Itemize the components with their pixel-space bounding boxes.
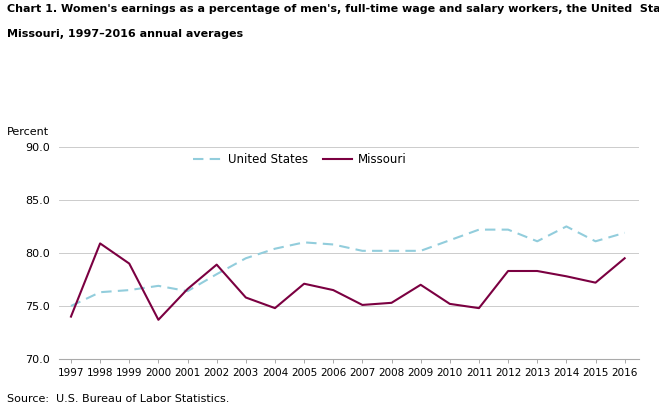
Text: Source:  U.S. Bureau of Labor Statistics.: Source: U.S. Bureau of Labor Statistics. (7, 394, 229, 404)
United States (213, 272, 221, 277)
United States (446, 238, 454, 243)
United States (242, 256, 250, 261)
United States (387, 248, 395, 253)
United States (67, 304, 75, 308)
Text: Missouri, 1997–2016 annual averages: Missouri, 1997–2016 annual averages (7, 29, 243, 39)
United States (562, 224, 570, 229)
Line: United States: United States (71, 226, 625, 306)
Missouri (592, 280, 600, 285)
Missouri (271, 306, 279, 310)
United States (330, 242, 337, 247)
Missouri (154, 317, 162, 322)
Missouri (533, 268, 541, 273)
United States (358, 248, 366, 253)
Missouri (446, 302, 454, 306)
United States (475, 227, 483, 232)
Missouri (213, 262, 221, 267)
United States (271, 246, 279, 251)
Missouri (67, 314, 75, 319)
United States (184, 289, 192, 294)
Missouri (330, 288, 337, 293)
Missouri (358, 302, 366, 307)
United States (300, 240, 308, 245)
Missouri (184, 286, 192, 291)
Legend: United States, Missouri: United States, Missouri (193, 153, 407, 166)
United States (533, 239, 541, 244)
Missouri (475, 306, 483, 310)
Missouri (242, 295, 250, 300)
United States (504, 227, 512, 232)
Missouri (387, 300, 395, 305)
United States (621, 231, 629, 235)
United States (592, 239, 600, 244)
United States (154, 284, 162, 288)
United States (125, 288, 133, 293)
Missouri (621, 256, 629, 261)
Text: Chart 1. Women's earnings as a percentage of men's, full-time wage and salary wo: Chart 1. Women's earnings as a percentag… (7, 4, 659, 14)
Missouri (300, 281, 308, 286)
United States (416, 248, 424, 253)
United States (96, 290, 104, 295)
Line: Missouri: Missouri (71, 244, 625, 320)
Missouri (562, 274, 570, 279)
Missouri (504, 268, 512, 273)
Missouri (96, 241, 104, 246)
Text: Percent: Percent (7, 126, 49, 137)
Missouri (125, 261, 133, 266)
Missouri (416, 282, 424, 287)
